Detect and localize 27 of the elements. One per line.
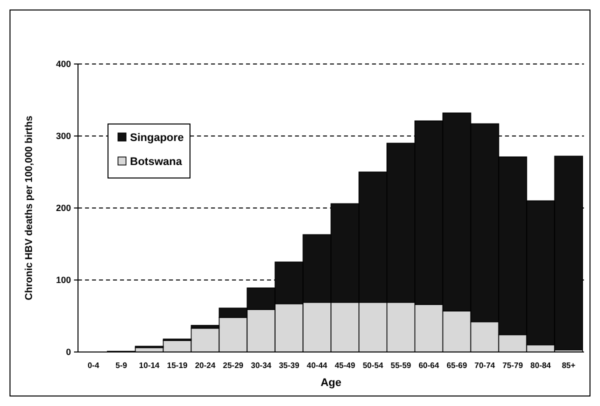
y-tick-label: 400: [56, 59, 71, 70]
x-tick-label: 5-9: [116, 361, 128, 370]
x-tick-label: 35-39: [278, 361, 300, 370]
y-axis-title: Chronic HBV deaths per 100,000 births: [24, 115, 35, 300]
x-tick-label: 75-79: [502, 361, 524, 370]
x-tick-label: 0-4: [88, 361, 100, 370]
y-tick-label: 200: [56, 203, 71, 214]
x-tick-label: 60-64: [418, 361, 440, 370]
legend-label: Singapore: [130, 132, 184, 144]
x-tick-label: 85+: [562, 361, 576, 370]
x-tick-label: 40-44: [306, 361, 328, 370]
y-tick-label: 0: [66, 347, 71, 358]
x-tick-label: 80-84: [530, 361, 552, 370]
x-tick-label: 10-14: [139, 361, 160, 370]
x-tick-label: 15-19: [167, 361, 188, 370]
y-tick-label: 300: [56, 131, 71, 142]
legend-label: Botswana: [130, 156, 183, 168]
x-tick-label: 55-59: [390, 361, 412, 370]
x-tick-label: 50-54: [362, 361, 384, 370]
x-axis-title: Age: [320, 377, 342, 389]
x-tick-label: 45-49: [334, 361, 356, 370]
x-tick-label: 30-34: [250, 361, 272, 370]
x-tick-label: 20-24: [194, 361, 216, 370]
x-tick-label: 25-29: [222, 361, 244, 370]
y-tick-label: 100: [56, 275, 71, 286]
x-tick-label: 65-69: [446, 361, 468, 370]
x-tick-label: 70-74: [474, 361, 496, 370]
